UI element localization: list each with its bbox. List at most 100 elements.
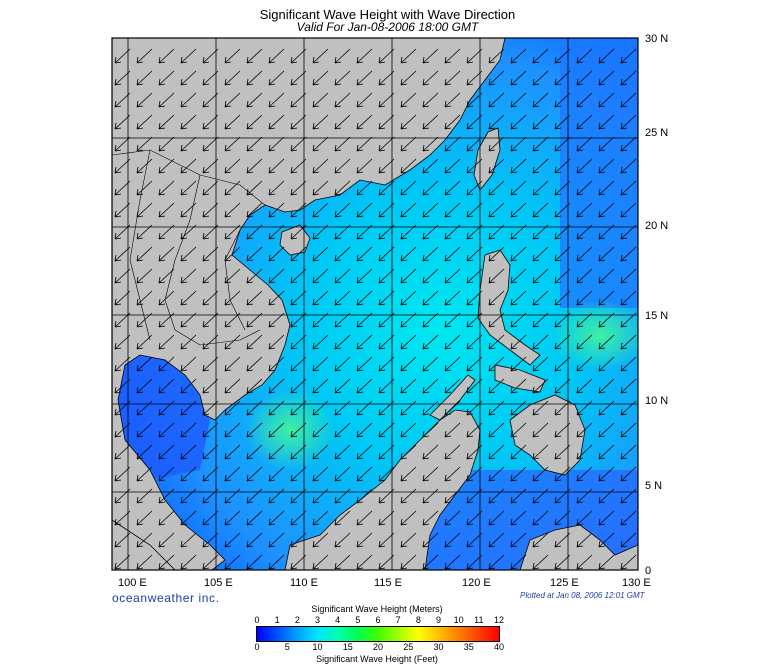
lat-label: 10 N [645,395,668,407]
wave-direction-arrow-icon [510,202,527,218]
wave-direction-arrow-icon [422,246,439,262]
wave-direction-arrow-icon [620,378,637,394]
wave-direction-arrow-icon [378,136,395,152]
wave-direction-arrow-icon [114,422,131,438]
wave-direction-arrow-icon [466,444,483,460]
wave-direction-arrow-icon [400,356,417,372]
wave-direction-arrow-icon [246,444,263,460]
wave-direction-arrow-icon [422,400,439,416]
wave-direction-arrow-icon [378,312,395,328]
lon-label: 100 E [118,577,147,589]
wave-direction-arrow-icon [136,136,153,152]
wave-direction-arrow-icon [114,158,131,174]
wave-direction-arrow-icon [158,334,175,350]
wave-direction-arrow-icon [246,158,263,174]
wave-direction-arrow-icon [334,202,351,218]
wave-direction-arrow-icon [356,290,373,306]
wave-direction-arrow-icon [488,422,505,438]
wave-direction-arrow-icon [334,444,351,460]
wave-direction-arrow-icon [620,532,637,548]
wave-direction-arrow-icon [532,158,549,174]
wave-direction-arrow-icon [598,488,615,504]
wave-direction-arrow-icon [224,180,241,196]
wave-direction-arrow-icon [356,70,373,86]
wave-direction-arrow-icon [312,290,329,306]
wave-direction-arrow-icon [202,114,219,130]
wave-direction-arrow-icon [576,92,593,108]
wave-direction-arrow-icon [202,246,219,262]
wave-direction-arrow-icon [400,290,417,306]
wave-direction-arrow-icon [224,334,241,350]
wave-direction-arrow-icon [444,136,461,152]
wave-direction-arrow-icon [532,466,549,482]
wave-direction-arrow-icon [312,136,329,152]
wave-direction-arrow-icon [598,378,615,394]
wave-direction-arrows [114,48,637,570]
wave-direction-arrow-icon [422,312,439,328]
wave-direction-arrow-icon [158,400,175,416]
wave-direction-arrow-icon [158,92,175,108]
wave-direction-arrow-icon [466,312,483,328]
wave-direction-arrow-icon [444,554,461,570]
wave-direction-arrow-icon [202,202,219,218]
wave-direction-arrow-icon [224,136,241,152]
wave-direction-arrow-icon [400,554,417,570]
meters-tick: 2 [294,615,300,625]
meters-tick: 5 [355,615,361,625]
wave-direction-arrow-icon [554,246,571,262]
meters-tick: 3 [314,615,321,625]
wave-direction-arrow-icon [576,554,593,570]
wave-direction-arrow-icon [488,378,505,394]
wave-direction-arrow-icon [510,400,527,416]
feet-tick: 30 [433,642,444,652]
wave-direction-arrow-icon [202,224,219,240]
brand-logo: oceanweather inc. [112,591,220,605]
wave-direction-arrow-icon [378,378,395,394]
wave-direction-arrow-icon [312,312,329,328]
meters-tick: 11 [474,615,484,625]
wave-direction-arrow-icon [290,532,307,548]
wave-direction-arrow-icon [444,92,461,108]
wave-direction-arrow-icon [356,422,373,438]
wave-direction-arrow-icon [290,92,307,108]
wave-direction-arrow-icon [576,48,593,64]
wave-direction-arrow-icon [422,334,439,350]
wave-direction-arrow-icon [576,510,593,526]
wave-direction-arrow-icon [180,180,197,196]
wave-direction-arrow-icon [268,466,285,482]
wave-direction-arrow-icon [532,554,549,570]
wave-direction-arrow-icon [466,70,483,86]
wave-direction-arrow-icon [554,114,571,130]
wave-direction-arrow-icon [554,224,571,240]
wave-direction-arrow-icon [576,246,593,262]
wave-direction-arrow-icon [510,554,527,570]
wave-direction-arrow-icon [290,400,307,416]
wave-direction-arrow-icon [444,158,461,174]
wave-direction-arrow-icon [620,356,637,372]
wave-direction-arrow-icon [422,70,439,86]
wave-direction-arrow-icon [554,334,571,350]
wave-direction-arrow-icon [400,422,417,438]
feet-tick: 40 [493,642,505,652]
wave-direction-arrow-icon [202,488,219,504]
wave-direction-arrow-icon [114,114,131,130]
wave-direction-arrow-icon [246,48,263,64]
meters-tick: 7 [395,615,401,625]
wave-direction-arrow-icon [312,400,329,416]
lat-label: 0 [645,565,651,577]
wave-direction-arrow-icon [312,158,329,174]
wave-direction-arrow-icon [356,334,373,350]
wave-direction-arrow-icon [422,202,439,218]
wave-direction-arrow-icon [554,312,571,328]
wave-direction-arrow-icon [598,356,615,372]
wave-direction-arrow-icon [114,268,131,284]
wave-direction-arrow-icon [158,444,175,460]
wave-direction-arrow-icon [620,444,637,460]
wave-direction-arrow-icon [554,268,571,284]
wave-direction-arrow-icon [202,92,219,108]
wave-direction-arrow-icon [268,378,285,394]
wave-direction-arrow-icon [180,488,197,504]
wave-direction-arrow-icon [444,180,461,196]
wave-direction-arrow-icon [136,356,153,372]
